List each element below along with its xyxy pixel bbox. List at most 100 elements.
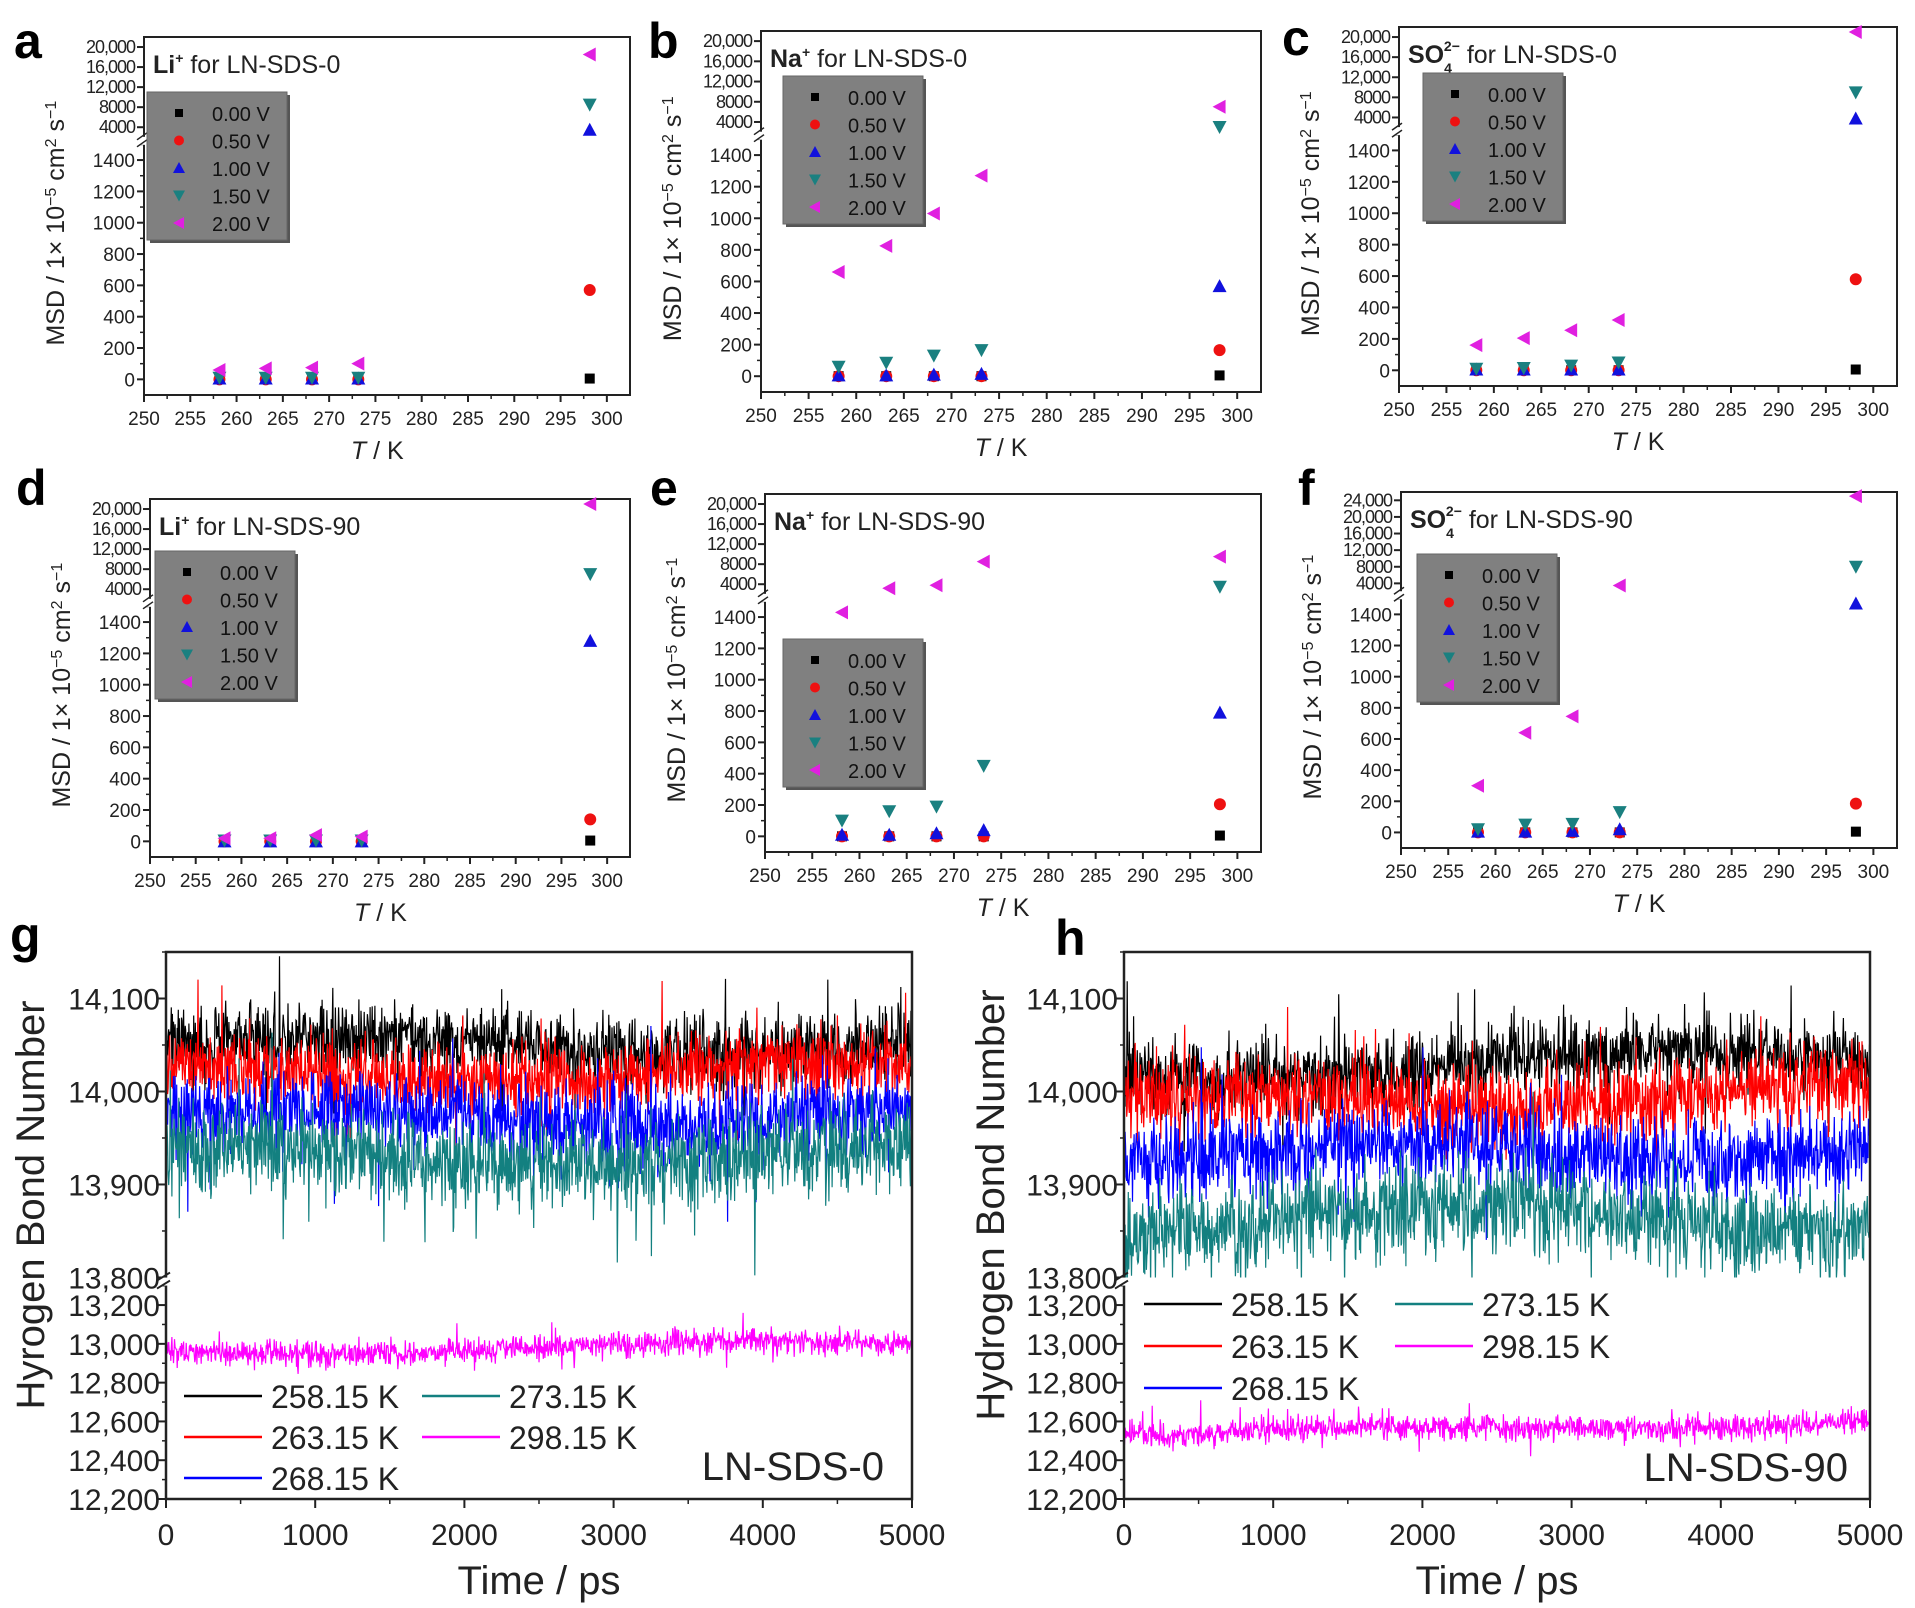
y-tick-label: 1400 (93, 151, 135, 172)
data-point (1612, 806, 1627, 820)
axis-break-gap (161, 1277, 171, 1286)
legend-box (154, 550, 296, 700)
legend-label: 2.00 V (220, 673, 278, 695)
axis-break-gap (757, 131, 765, 140)
legend-marker-square-icon (1451, 90, 1459, 98)
legend-label: 0.00 V (1488, 85, 1546, 107)
data-point (305, 371, 320, 385)
axis-break-mark (142, 594, 154, 603)
y-tick-label: 14,100 (1026, 983, 1118, 1016)
legend-marker-square-icon (1445, 571, 1453, 579)
x-tick-label: 295 (1810, 400, 1842, 421)
data-point (583, 497, 597, 512)
y-tick-label: 12,600 (68, 1406, 160, 1439)
y-tick-label: 0 (741, 367, 752, 388)
legend-label: 1.00 V (1482, 621, 1540, 643)
x-tick-label: 265 (267, 409, 299, 430)
axis-break-gap (1119, 1277, 1129, 1286)
y-tick-label: 12,400 (68, 1445, 160, 1478)
x-tick-label: 285 (1716, 862, 1748, 883)
panel-label: a (14, 13, 43, 69)
panel-label: e (650, 460, 678, 516)
data-point (1848, 25, 1862, 40)
legend-marker-circle-icon (174, 135, 184, 146)
x-axis-symbol: T (354, 899, 371, 927)
x-tick-label: 270 (313, 409, 345, 430)
legend-label: 0.50 V (1488, 113, 1546, 135)
ion-symbol: Li (153, 51, 175, 79)
legend-label: 273.15 K (509, 1379, 637, 1415)
data-point (1469, 338, 1483, 353)
legend-marker-circle-icon (1450, 116, 1460, 127)
axis-break-mark (1393, 593, 1405, 602)
legend-marker-triangle-left-icon (1449, 198, 1460, 210)
x-tick-label: 295 (1174, 406, 1206, 427)
x-tick-label: 265 (271, 871, 303, 892)
data-point (831, 360, 846, 374)
y-axis-title-part: −1 (1300, 555, 1317, 573)
y-axis-title-part: cm (659, 143, 687, 183)
y-tick-label: 200 (724, 796, 756, 817)
series-line-27315K (1124, 1091, 1870, 1278)
data-point (1611, 356, 1626, 370)
y-axis-title-part: 2 (664, 595, 681, 604)
panel-a: a 250 255 260 265 270 275 280 285 290 295 300 0 200 40… (14, 13, 631, 465)
y-axis-title-part: −1 (43, 101, 60, 119)
legend-marker-triangle-down-icon (1443, 652, 1455, 664)
data-point (582, 98, 597, 112)
legend-label: 0.00 V (848, 651, 906, 673)
y-axis-title-part: s (659, 115, 687, 134)
y-axis-title-part: 2 (43, 138, 60, 147)
legend: 0.00 V 0.50 V 1.00 V 1.50 V 2.00 V (782, 638, 926, 790)
y-tick-label: 600 (724, 733, 756, 754)
y-tick-label: 12,000 (1343, 540, 1393, 560)
legend-label: 0.50 V (212, 132, 270, 154)
legend-marker-triangle-down-icon (809, 174, 821, 186)
x-tick-label: 295 (1810, 862, 1842, 883)
x-axis-title: T / K (977, 894, 1030, 922)
y-tick-label: 200 (1358, 330, 1390, 351)
series-line-27315K (166, 1032, 912, 1276)
legend-label: 1.50 V (212, 187, 270, 209)
legend-marker-triangle-up-icon (1443, 624, 1455, 635)
data-point (926, 367, 941, 381)
ion-charge: + (181, 512, 189, 528)
axis-break-gap (761, 593, 769, 602)
y-tick-label: 13,000 (68, 1329, 160, 1362)
y-axis-title-part: s (42, 119, 70, 138)
legend-marker-square-icon (811, 656, 819, 664)
data-point (1518, 725, 1532, 740)
y-tick-label: 0 (124, 370, 135, 391)
legend-box (146, 91, 288, 241)
x-tick-label: 300 (1222, 866, 1254, 887)
x-axis-title: T / K (351, 437, 404, 465)
data-point (258, 361, 272, 376)
panel-title: Li+ for LN-SDS-90 (159, 512, 360, 541)
legend-label: 263.15 K (271, 1420, 399, 1456)
legend-marker-triangle-left-icon (181, 676, 192, 688)
x-tick-label: 270 (1573, 400, 1605, 421)
x-tick-label: 285 (1080, 866, 1112, 887)
x-tick-label: 260 (221, 409, 253, 430)
data-point (351, 371, 366, 385)
y-tick-label: 400 (720, 304, 752, 325)
legend-marker-triangle-left-icon (173, 217, 184, 229)
legend: 258.15 K 263.15 K 268.15 K 273.15 K 298.15 K (1144, 1287, 1610, 1407)
y-tick-label: 0 (1379, 361, 1390, 382)
y-tick-label: 200 (103, 339, 135, 360)
title-text: for LN-SDS-90 (189, 513, 360, 541)
x-tick-label: 255 (1431, 400, 1463, 421)
x-axis-unit: / K (992, 894, 1030, 922)
y-tick-label: 12,600 (1026, 1406, 1118, 1439)
y-axis-title-part: −5 (49, 650, 66, 668)
y-tick-label: 16,000 (1341, 47, 1391, 67)
x-tick-label: 270 (1574, 862, 1606, 883)
axis-break-mark (1391, 122, 1403, 131)
y-tick-label: 20,000 (1343, 507, 1393, 527)
panel-title: Na+ for LN-SDS-90 (774, 507, 985, 536)
legend-label: 1.00 V (848, 143, 906, 165)
data-point (354, 829, 368, 844)
legend-marker-triangle-up-icon (809, 709, 821, 720)
data-point (882, 805, 897, 819)
